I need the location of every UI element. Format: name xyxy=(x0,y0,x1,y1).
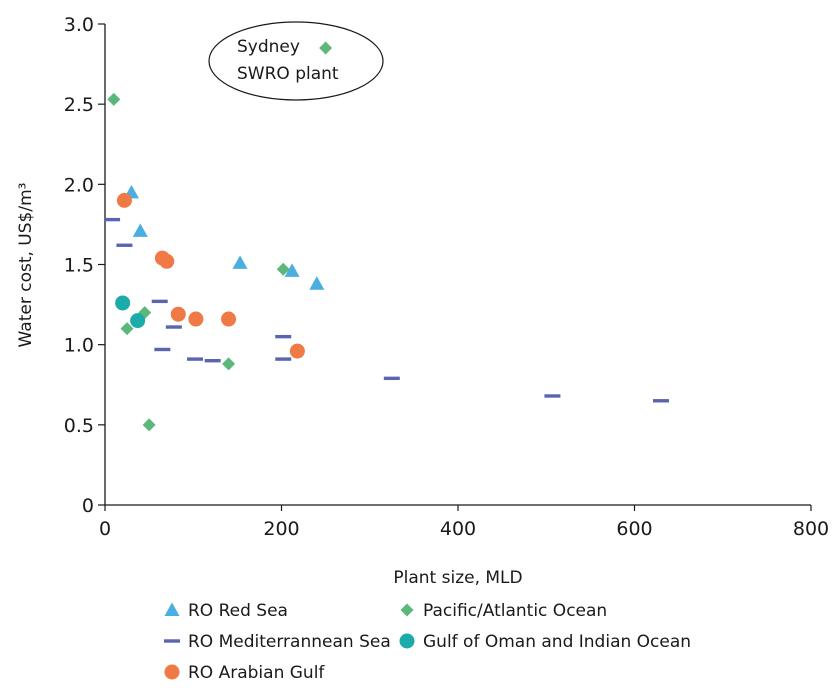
legend: RO Red Sea RO Mediterrannean Sea RO Arabia… xyxy=(164,601,691,683)
sydney-annotation: Sydney SWRO plant xyxy=(208,21,384,101)
ro-arabian-gulf-point xyxy=(159,253,175,269)
axis-ticks: 0 0.5 1.0 1.5 2.0 2.5 3.0 0 200 400 600 800 xyxy=(64,14,829,540)
x-tick-label: 800 xyxy=(793,518,829,540)
y-tick-label: 0.5 xyxy=(64,415,94,437)
x-axis-title: Plant size, MLD xyxy=(393,568,522,588)
ro-mediterrannean-sea-point xyxy=(116,243,133,247)
pacific-atlantic-ocean-point xyxy=(222,357,236,371)
ro-mediterrannean-sea-point xyxy=(383,376,400,381)
y-tick-label: 3.0 xyxy=(64,14,94,36)
pacific-atlantic-ocean-point xyxy=(120,322,134,336)
ro-red-sea-point xyxy=(284,263,300,277)
y-tick-label: 2.5 xyxy=(64,94,94,116)
data-points xyxy=(104,41,669,432)
annotation-line-2: SWRO plant xyxy=(237,64,339,84)
ro-arabian-gulf-point xyxy=(221,311,237,327)
legend-label-ro-arabian-gulf: RO Arabian Gulf xyxy=(188,663,325,683)
ro-red-sea-point xyxy=(232,255,248,269)
ro-mediterrannean-sea-point xyxy=(165,325,182,329)
ro-red-sea-point xyxy=(132,223,148,237)
sydney-swro-point xyxy=(319,41,333,55)
legend-marker-gulf-of-oman-and-indian-ocean xyxy=(399,633,415,649)
y-tick-label: 1.5 xyxy=(64,255,94,277)
ro-mediterrannean-sea-point xyxy=(275,334,292,339)
ro-mediterrannean-sea-point xyxy=(154,347,171,352)
ro-mediterrannean-sea-point xyxy=(275,357,292,361)
ro-arabian-gulf-point xyxy=(289,343,305,359)
annotation-line-1: Sydney xyxy=(237,37,300,57)
y-tick-label: 0 xyxy=(82,495,94,517)
legend-marker-pacific-atlantic-ocean xyxy=(400,603,414,617)
legend-label-ro-red-sea: RO Red Sea xyxy=(188,601,288,621)
pacific-atlantic-ocean-point xyxy=(107,92,121,106)
x-tick-label: 200 xyxy=(263,518,299,540)
ro-mediterrannean-sea-point xyxy=(104,217,121,222)
x-tick-label: 400 xyxy=(440,518,476,540)
legend-label-ro-mediterrannean-sea: RO Mediterrannean Sea xyxy=(188,632,391,652)
gulf-of-oman-and-indian-ocean-point xyxy=(130,313,146,329)
x-tick-label: 0 xyxy=(99,518,111,540)
legend-marker-ro-mediterrannean-sea xyxy=(164,639,180,643)
legend-marker-ro-arabian-gulf xyxy=(164,664,180,680)
y-tick-label: 2.0 xyxy=(64,174,94,196)
ro-mediterrannean-sea-point xyxy=(204,359,221,363)
legend-marker-ro-red-sea xyxy=(164,602,180,616)
legend-label-gulf-of-oman-and-indian-ocean: Gulf of Oman and Indian Ocean xyxy=(423,632,691,652)
pacific-atlantic-ocean-point xyxy=(142,418,156,432)
y-tick-label: 1.0 xyxy=(64,335,94,357)
ro-mediterrannean-sea-point xyxy=(544,394,561,398)
gulf-of-oman-and-indian-ocean-point xyxy=(115,295,131,311)
annotation-ellipse xyxy=(208,21,384,101)
ro-arabian-gulf-point xyxy=(116,192,132,208)
ro-red-sea-point xyxy=(309,276,325,290)
x-tick-label: 600 xyxy=(616,518,652,540)
legend-label-pacific-atlantic-ocean: Pacific/Atlantic Ocean xyxy=(423,601,607,621)
y-axis-title: Water cost, US$/m³ xyxy=(16,183,36,348)
ro-mediterrannean-sea-point xyxy=(187,357,204,361)
ro-mediterrannean-sea-point xyxy=(151,299,168,304)
ro-arabian-gulf-point xyxy=(188,311,204,327)
pacific-atlantic-ocean-point xyxy=(276,262,290,276)
ro-mediterrannean-sea-point xyxy=(652,399,669,403)
ro-arabian-gulf-point xyxy=(170,306,186,322)
